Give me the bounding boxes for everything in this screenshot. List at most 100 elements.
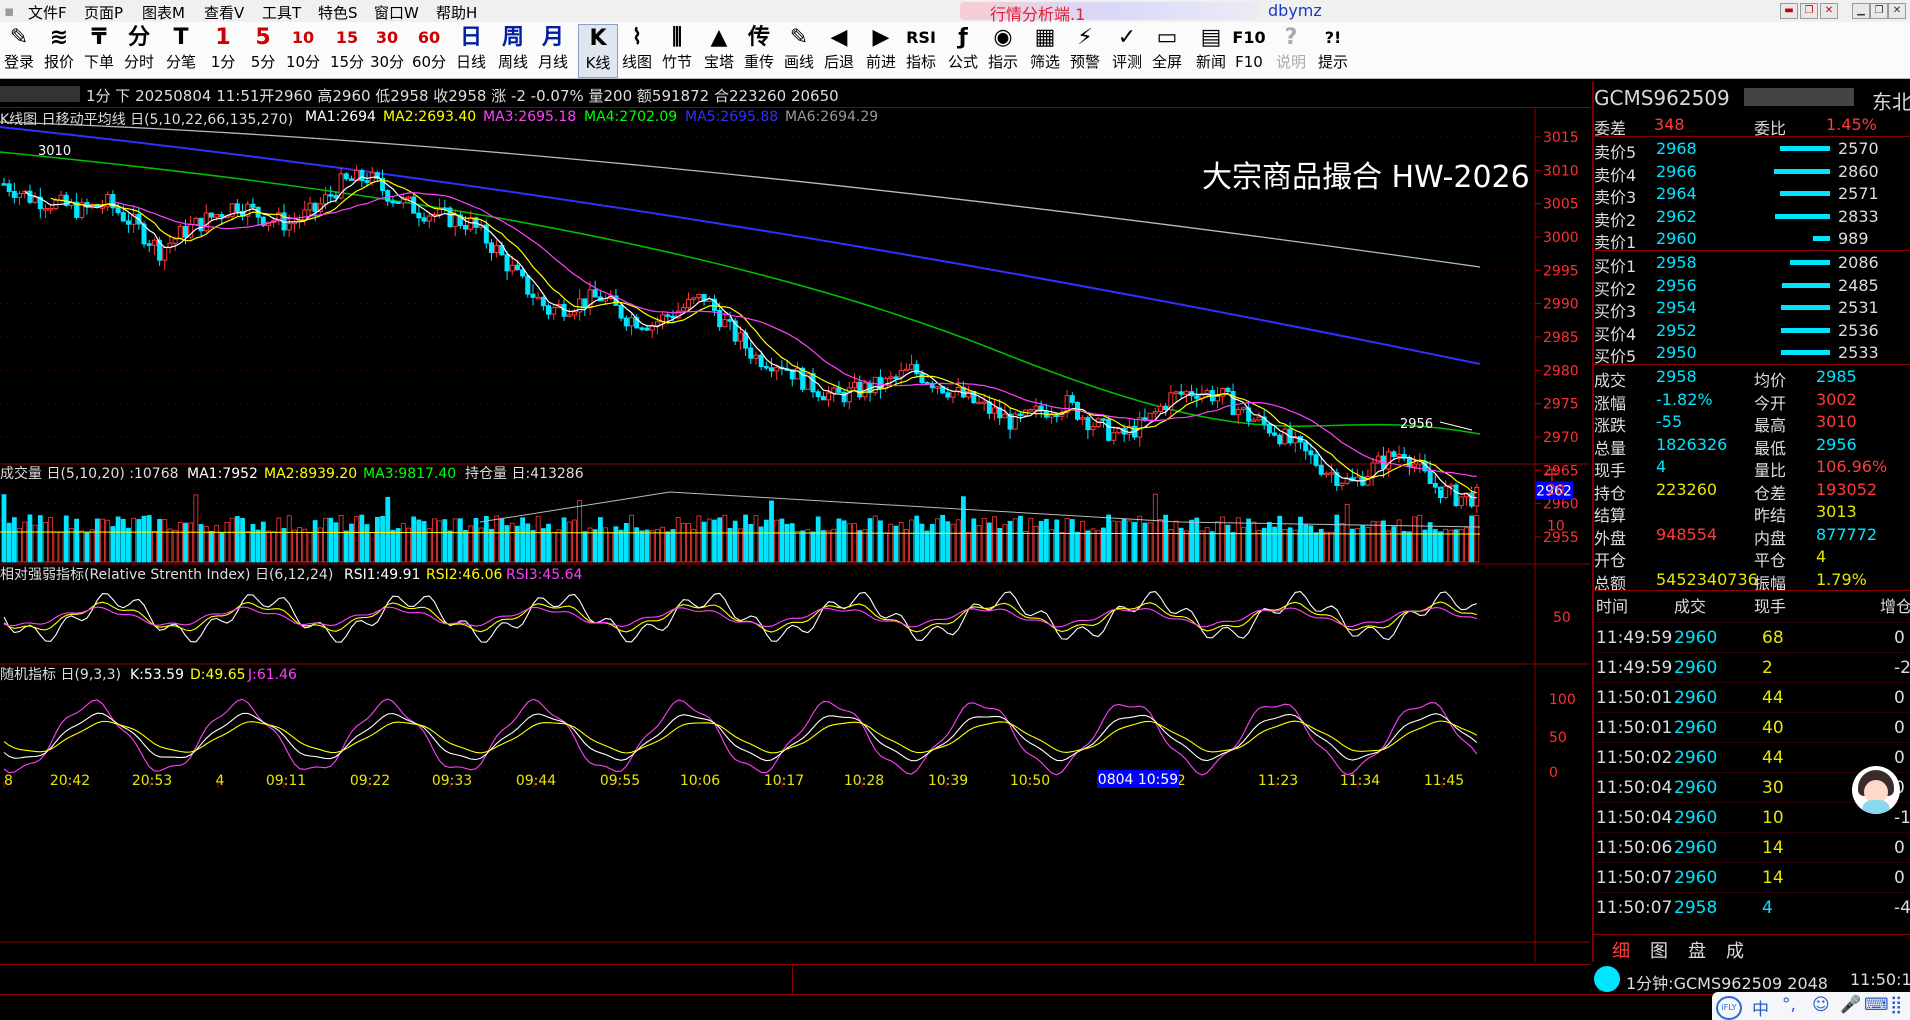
toolbar-button-13[interactable]: 月月线 <box>534 24 572 76</box>
candle-body <box>250 203 256 208</box>
volume-bar <box>1132 522 1137 563</box>
candle-body <box>1323 472 1329 476</box>
toolbar-button-10[interactable]: 60 60分 <box>410 24 448 76</box>
toolbar-button-0[interactable]: ✎ 登录 <box>0 24 38 76</box>
toolbar-label: 30分 <box>369 53 405 71</box>
child-minimize-button[interactable]: ▬ <box>1780 3 1798 19</box>
minimize-button[interactable]: ▁ <box>1852 3 1870 19</box>
ime-toolbar[interactable]: iFLY 中 °, ☺ 🎤 ⌨ ⣿ <box>1712 992 1910 1020</box>
restore-button[interactable]: ❐ <box>1870 3 1888 19</box>
menu-chart[interactable]: 图表M <box>142 4 185 22</box>
toolbar-button-31[interactable]: ? 说明 <box>1272 24 1310 76</box>
toolbar-button-30[interactable]: F10 F10 <box>1230 24 1268 76</box>
menu-help[interactable]: 帮助H <box>436 4 478 22</box>
candle-body <box>328 194 334 197</box>
ime-menu-icon[interactable]: ⣿ <box>1890 995 1903 1015</box>
toolbar-button-21[interactable]: ▶ 前进 <box>862 24 900 76</box>
panel-tab-3[interactable]: 成 <box>1726 941 1744 962</box>
kline-chart-canvas[interactable]: 3015 3010 3005 3000 2995 2990 2985 2980 2975 2970… <box>0 82 1590 962</box>
menu-window[interactable]: 窗口W <box>374 4 419 22</box>
ime-voice-icon[interactable]: 🎤 <box>1840 995 1862 1015</box>
time-axis-label: 09:44 <box>516 773 556 789</box>
toolbar-icon: 10 <box>291 28 315 47</box>
volume-bar <box>432 518 437 563</box>
toolbar-button-25[interactable]: ▦ 筛选 <box>1026 24 1064 76</box>
toolbar-button-19[interactable]: ✎ 画线 <box>780 24 818 76</box>
toolbar-button-11[interactable]: 日日线 <box>452 24 490 76</box>
panel-tab-2[interactable]: 盘 <box>1688 941 1706 962</box>
toolbar-button-32[interactable]: ?! 提示 <box>1314 24 1352 76</box>
toolbar-button-2[interactable]: ₸ 下单 <box>80 24 118 76</box>
candle-body <box>1256 416 1262 421</box>
toolbar-button-26[interactable]: ⚡ 预警 <box>1066 24 1104 76</box>
kdj-k-value: K:53.59 <box>130 667 184 683</box>
menu-file[interactable]: 文件F <box>28 4 67 22</box>
child-restore-button[interactable]: ❐ <box>1800 3 1818 19</box>
tick-price: 2960 <box>1674 718 1718 738</box>
menu-view[interactable]: 查看V <box>204 4 245 22</box>
candle-body <box>629 317 635 327</box>
candle-body <box>151 239 157 246</box>
toolbar-button-16[interactable]: ⫼ 竹节 <box>658 24 696 76</box>
ma2-value: MA2:2693.40 <box>383 109 477 125</box>
toolbar-button-6[interactable]: 5 5分 <box>244 24 282 76</box>
candle-body <box>571 311 577 316</box>
volume-bar <box>981 517 987 563</box>
stat-label: 仓差 <box>1754 483 1787 503</box>
toolbar-button-29[interactable]: ▤ 新闻 <box>1192 24 1230 76</box>
toolbar-button-28[interactable]: ▭ 全屏 <box>1148 24 1186 76</box>
ime-keyboard-icon[interactable]: ⌨ <box>1864 995 1889 1015</box>
current-price-tag <box>1535 481 1573 500</box>
volume-bar <box>1417 514 1423 563</box>
toolbar-button-5[interactable]: 1 1分 <box>204 24 242 76</box>
toolbar-button-12[interactable]: 周周线 <box>494 24 532 76</box>
toolbar-button-3[interactable]: 分分时 <box>120 24 158 76</box>
toolbar-button-4[interactable]: T 分笔 <box>162 24 200 76</box>
volume-bar <box>1018 515 1023 563</box>
menu-special[interactable]: 特色S <box>318 4 358 22</box>
child-close-button[interactable]: ✕ <box>1820 3 1838 19</box>
tick-time: 11:49:59 <box>1596 628 1673 648</box>
toolbar-button-20[interactable]: ◀ 后退 <box>820 24 858 76</box>
toolbar-button-8[interactable]: 15 15分 <box>328 24 366 76</box>
ime-emoji-icon[interactable]: ☺ <box>1812 995 1830 1015</box>
candle-body <box>421 217 427 222</box>
candle-body <box>1 183 7 186</box>
volume-bar <box>105 519 111 563</box>
menu-tools[interactable]: 工具T <box>262 4 302 22</box>
panel-tab-1[interactable]: 图 <box>1650 941 1668 962</box>
candle-body <box>1090 426 1096 431</box>
toolbar-button-17[interactable]: ▲ 宝塔 <box>700 24 738 76</box>
toolbar-button-22[interactable]: RSI 指标 <box>902 24 940 76</box>
toolbar-button-23[interactable]: ƒ 公式 <box>944 24 982 76</box>
toolbar-button-1[interactable]: ≋ 报价 <box>40 24 78 76</box>
panel-tab-0[interactable]: 细 <box>1612 941 1630 962</box>
tick-price: 2960 <box>1674 868 1718 888</box>
close-button[interactable]: ✕ <box>1888 3 1906 19</box>
candle-body <box>1417 461 1423 465</box>
candle-body <box>1375 455 1381 464</box>
toolbar-button-27[interactable]: ✓ 评测 <box>1108 24 1146 76</box>
volume-bar <box>867 518 873 563</box>
volume-bar <box>240 517 245 563</box>
volume-bar <box>110 526 116 563</box>
kdj-axis-label: 100 <box>1549 692 1576 708</box>
assistant-avatar[interactable] <box>1852 766 1900 814</box>
chart-area[interactable]: 1分 下 20250804 11:51开2960 高2960 低2958 收29… <box>0 82 1590 962</box>
toolbar-button-7[interactable]: 10 10分 <box>284 24 322 76</box>
ime-mode-chinese[interactable]: 中 <box>1752 1000 1769 1020</box>
toolbar-button-14[interactable]: K K线 <box>578 24 618 78</box>
toolbar-button-24[interactable]: ◉ 指示 <box>984 24 1022 76</box>
volume-bar <box>846 523 852 563</box>
ma4-value: MA4:2702.09 <box>584 109 678 125</box>
vol-ma2: MA2:8939.20 <box>264 466 357 482</box>
toolbar-button-9[interactable]: 30 30分 <box>368 24 406 76</box>
time-axis-label: 11:45 <box>1424 773 1464 789</box>
toolbar-button-15[interactable]: ⌇ 线图 <box>618 24 656 76</box>
volume-bar <box>390 529 396 563</box>
volume-bar <box>898 522 904 563</box>
ime-punctuation[interactable]: °, <box>1782 995 1796 1015</box>
blurred-title-region <box>960 2 1260 20</box>
toolbar-button-18[interactable]: 传重传 <box>740 24 778 76</box>
menu-page[interactable]: 页面P <box>84 4 124 22</box>
